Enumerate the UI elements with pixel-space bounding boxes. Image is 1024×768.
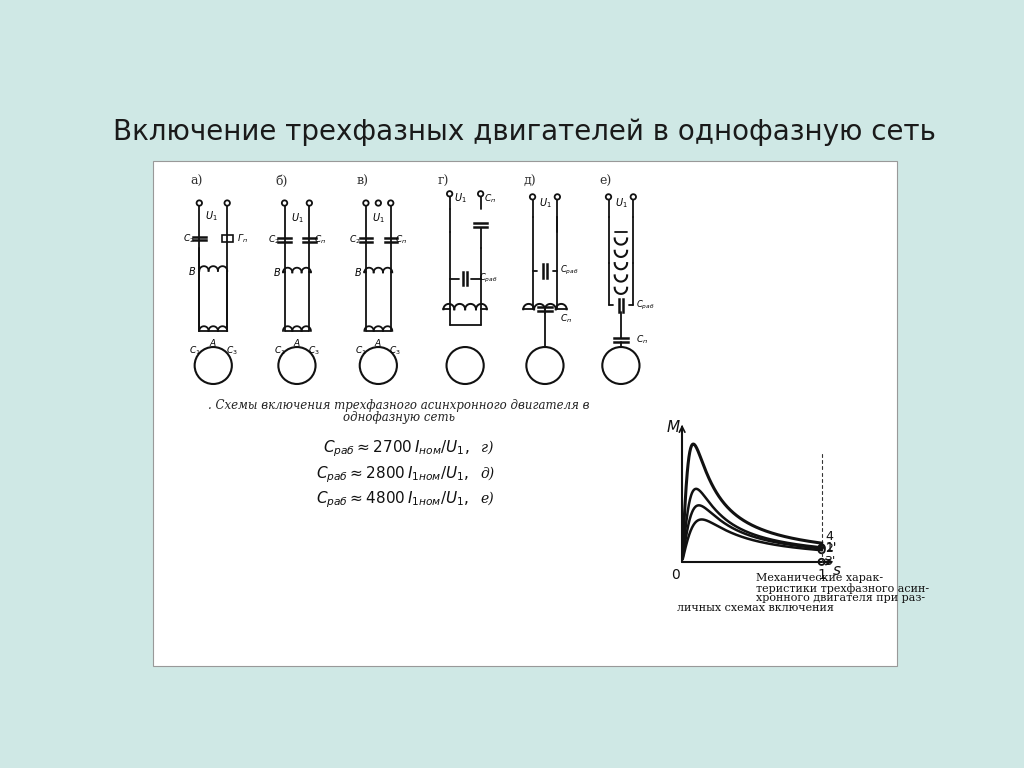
Text: теристики трехфазного асин-: теристики трехфазного асин-	[756, 584, 929, 594]
Bar	[222, 235, 232, 242]
FancyBboxPatch shape	[153, 161, 897, 666]
Text: $A$: $A$	[209, 337, 217, 348]
Text: 4: 4	[825, 531, 834, 544]
Text: $C_{раб}$: $C_{раб}$	[636, 299, 655, 312]
Circle shape	[282, 200, 288, 206]
Text: $U_1$: $U_1$	[614, 196, 628, 210]
Circle shape	[197, 200, 202, 206]
Text: д): д)	[523, 175, 536, 188]
Text: $s$: $s$	[833, 564, 842, 578]
Text: $C_{\mathit{раб}} \approx 4800\,I_{\mathit{1ном}}/U_1,$: $C_{\mathit{раб}} \approx 4800\,I_{\math…	[315, 489, 469, 510]
Text: $A$: $A$	[375, 337, 382, 348]
Text: Включение трехфазных двигателей в однофазную сеть: Включение трехфазных двигателей в однофа…	[114, 118, 936, 146]
Text: . Схемы включения трехфазного асинхронного двигателя в: . Схемы включения трехфазного асинхронно…	[209, 399, 590, 412]
Text: $C_п$: $C_п$	[636, 334, 648, 346]
Text: г): г)	[438, 175, 450, 188]
Text: $C_п$: $C_п$	[395, 233, 408, 247]
Circle shape	[224, 200, 230, 206]
Circle shape	[606, 194, 611, 200]
Text: $Г_п$: $Г_п$	[238, 232, 248, 245]
Text: $C_3$: $C_3$	[226, 345, 238, 357]
Circle shape	[529, 194, 536, 200]
Text: д): д)	[480, 466, 495, 480]
Text: $U_1$: $U_1$	[206, 209, 218, 223]
Text: $C_{\mathit{раб}} \approx 2800\,I_{\mathit{1ном}}/U_1,$: $C_{\mathit{раб}} \approx 2800\,I_{\math…	[315, 464, 469, 485]
Text: однофазную сеть: однофазную сеть	[343, 411, 456, 424]
Text: б): б)	[275, 175, 288, 188]
Text: 1': 1'	[825, 541, 837, 554]
Text: $C_2$: $C_2$	[268, 233, 280, 247]
Text: г): г)	[480, 441, 493, 455]
Circle shape	[818, 545, 824, 551]
Text: $C_3$: $C_3$	[308, 345, 319, 357]
Text: Механические харак-: Механические харак-	[756, 574, 883, 584]
Text: е): е)	[599, 175, 611, 188]
Text: $C_п$: $C_п$	[560, 313, 572, 325]
Circle shape	[818, 545, 824, 551]
Text: личных схемах включения: личных схемах включения	[677, 604, 835, 614]
Text: $C_п$: $C_п$	[484, 192, 497, 204]
Text: $U_1$: $U_1$	[291, 210, 303, 224]
Circle shape	[376, 200, 381, 206]
Circle shape	[446, 191, 453, 197]
Text: $B$: $B$	[187, 265, 196, 276]
Text: $C_1$: $C_1$	[188, 345, 201, 357]
Text: $U_1$: $U_1$	[454, 191, 466, 205]
Circle shape	[818, 547, 824, 553]
Text: $A$: $A$	[293, 337, 301, 348]
Text: $C_1$: $C_1$	[355, 345, 368, 357]
Text: $U_1$: $U_1$	[539, 196, 551, 210]
Circle shape	[478, 191, 483, 197]
Text: а): а)	[190, 175, 203, 188]
Circle shape	[364, 200, 369, 206]
Text: в): в)	[356, 175, 369, 188]
Text: $1$: $1$	[817, 568, 826, 582]
Text: $B$: $B$	[272, 266, 281, 278]
Text: $C_3$: $C_3$	[389, 345, 401, 357]
Text: 2': 2'	[825, 542, 837, 555]
Text: $C_2$: $C_2$	[349, 233, 360, 247]
Text: $M$: $M$	[667, 419, 681, 435]
Text: хронного двигателя при раз-: хронного двигателя при раз-	[756, 594, 925, 604]
Circle shape	[555, 194, 560, 200]
Circle shape	[818, 559, 824, 565]
Text: $C_{раб}$: $C_{раб}$	[479, 272, 498, 285]
Text: $C_{раб}$: $C_{раб}$	[560, 264, 579, 277]
Text: $0$: $0$	[671, 568, 681, 582]
Text: $C_{\mathit{раб}} \approx 2700\,I_{\mathit{ном}}/U_1,$: $C_{\mathit{раб}} \approx 2700\,I_{\math…	[323, 439, 469, 459]
Circle shape	[306, 200, 312, 206]
Text: $C_2$: $C_2$	[182, 232, 195, 245]
Circle shape	[631, 194, 636, 200]
Text: е): е)	[480, 492, 495, 506]
Text: $C_1$: $C_1$	[274, 345, 286, 357]
Circle shape	[388, 200, 393, 206]
Text: $B$: $B$	[354, 266, 362, 278]
Text: $U_1$: $U_1$	[372, 210, 385, 224]
Text: $C_п$: $C_п$	[314, 233, 327, 247]
Text: 3': 3'	[824, 554, 836, 568]
